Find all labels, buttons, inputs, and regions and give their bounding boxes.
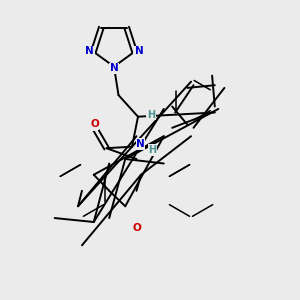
Text: O: O [89, 120, 98, 130]
Text: N: N [136, 139, 145, 149]
Text: N: N [135, 46, 143, 56]
Text: H: H [148, 145, 157, 155]
Text: N: N [136, 139, 145, 149]
Text: N: N [85, 46, 94, 56]
Text: N: N [85, 46, 93, 56]
Text: H: H [146, 109, 155, 119]
Text: H: H [148, 145, 157, 155]
Text: O: O [90, 119, 99, 130]
Text: H: H [147, 110, 155, 120]
Text: N: N [110, 63, 118, 73]
Text: N: N [134, 46, 142, 56]
Text: N: N [110, 63, 118, 74]
Text: O: O [132, 222, 141, 233]
Text: O: O [132, 223, 141, 233]
